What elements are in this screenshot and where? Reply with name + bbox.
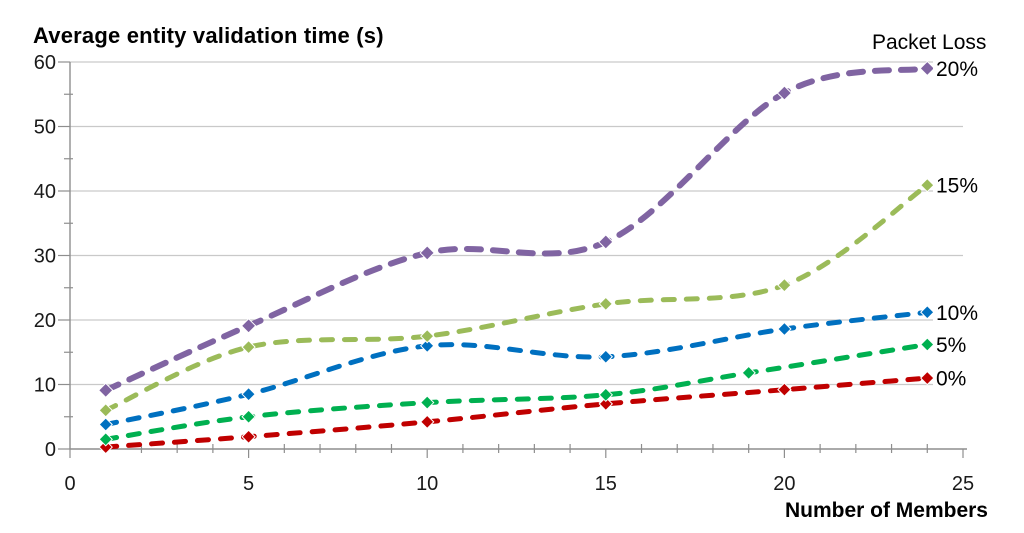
series-marker-0%	[920, 370, 935, 386]
series-marker-10%	[777, 321, 792, 337]
series-marker-5%	[741, 365, 756, 381]
series-marker-15%	[598, 296, 614, 312]
chart-title: Average entity validation time (s)	[33, 23, 384, 48]
series-marker-20%	[598, 234, 614, 250]
series-marker-5%	[98, 432, 113, 447]
y-tick-label: 0	[45, 439, 56, 461]
y-tick-label: 60	[34, 52, 56, 74]
x-axis-title: Number of Members	[784, 499, 988, 522]
series-marker-0%	[241, 429, 256, 444]
series-label-0%: 0%	[936, 368, 966, 391]
series-label-bg	[933, 331, 997, 358]
x-tick-label: 0	[64, 473, 75, 495]
legend-title: Packet Loss	[872, 31, 987, 54]
series-marker-20%	[240, 318, 257, 334]
series-marker-20%	[776, 85, 793, 101]
series-marker-10%	[920, 305, 935, 320]
series-label-bg	[933, 55, 997, 82]
series-marker-0%	[598, 396, 614, 412]
y-tick-label: 40	[34, 181, 56, 203]
series-marker-5%	[419, 395, 435, 410]
series-label-15%: 15%	[936, 175, 978, 198]
series-marker-5%	[241, 409, 256, 424]
series-line-10%	[103, 309, 930, 427]
series-marker-15%	[98, 403, 113, 418]
series-label-bg	[933, 299, 997, 326]
y-tick-label: 10	[34, 375, 56, 397]
series-marker-0%	[777, 382, 792, 397]
series-label-bg	[933, 172, 997, 199]
series-marker-15%	[777, 277, 792, 293]
series-marker-5%	[598, 387, 614, 403]
series-marker-5%	[920, 337, 935, 352]
series-marker-0%	[98, 439, 113, 455]
series-line-20%	[102, 65, 931, 394]
series-marker-15%	[419, 328, 435, 344]
x-tick-label: 10	[416, 473, 438, 495]
series-line-0%	[103, 375, 930, 450]
series-label-20%: 20%	[936, 58, 978, 81]
series-marker-15%	[241, 339, 256, 355]
series-marker-20%	[919, 60, 935, 77]
series-marker-10%	[598, 349, 614, 364]
series-marker-10%	[241, 386, 256, 402]
x-tick-label: 5	[243, 473, 254, 495]
x-tick-label: 25	[952, 473, 974, 495]
series-label-bg	[933, 365, 997, 392]
series-line-5%	[103, 342, 930, 442]
series-marker-15%	[920, 177, 935, 193]
y-tick-label: 50	[34, 117, 56, 139]
y-tick-label: 20	[34, 310, 56, 332]
series-marker-20%	[98, 382, 114, 399]
series-marker-10%	[98, 417, 113, 432]
series-line-15%	[103, 182, 930, 413]
x-tick-label: 15	[595, 473, 617, 495]
series-marker-10%	[419, 338, 435, 354]
x-tick-label: 20	[773, 473, 795, 495]
series-marker-0%	[419, 414, 435, 430]
y-tick-label: 30	[34, 246, 56, 268]
series-marker-20%	[419, 245, 435, 261]
series-label-5%: 5%	[936, 334, 966, 357]
series-label-10%: 10%	[936, 302, 978, 325]
